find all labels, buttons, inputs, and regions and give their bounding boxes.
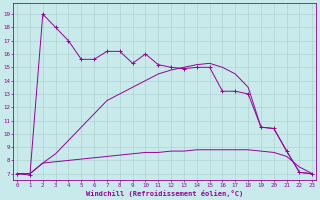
X-axis label: Windchill (Refroidissement éolien,°C): Windchill (Refroidissement éolien,°C) [86, 190, 243, 197]
